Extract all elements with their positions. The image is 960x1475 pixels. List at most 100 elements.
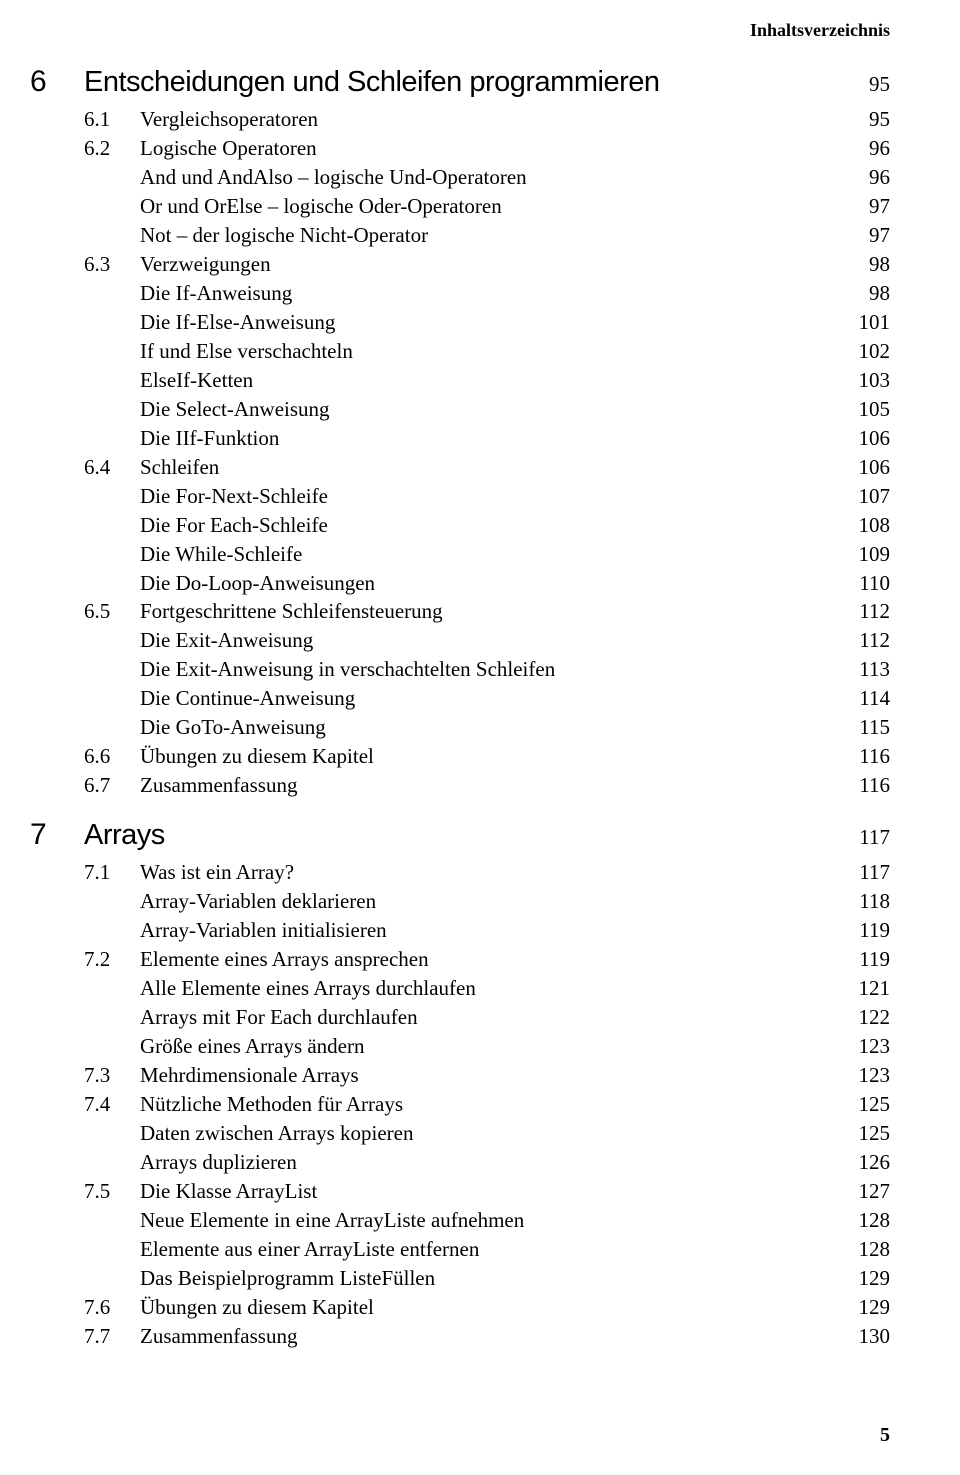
entry-text: If und Else verschachteln <box>140 337 353 366</box>
entry-text: Die Klasse ArrayList <box>140 1177 317 1206</box>
section-number: 6.1 <box>30 105 140 134</box>
subsection-row: Array-Variablen initialisieren 119 <box>30 916 890 945</box>
section-row: 7.7Zusammenfassung 130 <box>30 1322 890 1351</box>
entry-page: 128 <box>830 1235 890 1264</box>
section-row: 7.3Mehrdimensionale Arrays123 <box>30 1061 890 1090</box>
entry-page: 119 <box>830 916 890 945</box>
entry-text: Neue Elemente in eine ArrayListe aufnehm… <box>140 1206 524 1235</box>
entry-text: Die For Each-Schleife <box>140 511 328 540</box>
entry-page: 103 <box>830 366 890 395</box>
subsection-row: Die If-Else-Anweisung 101 <box>30 308 890 337</box>
entry-text: Die Select-Anweisung <box>140 395 330 424</box>
section-number: 7.7 <box>30 1322 140 1351</box>
section-row: 7.2Elemente eines Arrays ansprechen 119 <box>30 945 890 974</box>
subsection-row: And und AndAlso – logische Und-Operatore… <box>30 163 890 192</box>
section-row: 7.1Was ist ein Array?117 <box>30 858 890 887</box>
subsection-row: Die Continue-Anweisung 114 <box>30 684 890 713</box>
entry-text: Die Do-Loop-Anweisungen <box>140 569 375 598</box>
section-number: 7.2 <box>30 945 140 974</box>
entry-text: Übungen zu diesem Kapitel <box>140 742 374 771</box>
section-number: 7.1 <box>30 858 140 887</box>
entry-page: 114 <box>830 684 890 713</box>
entry-page: 98 <box>830 250 890 279</box>
section-row: 6.6Übungen zu diesem Kapitel116 <box>30 742 890 771</box>
section-row: 6.3Verzweigungen 98 <box>30 250 890 279</box>
subsection-row: Die Exit-Anweisung in verschachtelten Sc… <box>30 655 890 684</box>
entry-text: Array-Variablen deklarieren <box>140 887 376 916</box>
entry-text: Zusammenfassung <box>140 1322 297 1351</box>
entry-page: 101 <box>830 308 890 337</box>
entry-text: Größe eines Arrays ändern <box>140 1032 365 1061</box>
entry-page: 129 <box>830 1264 890 1293</box>
entry-page: 97 <box>830 221 890 250</box>
entry-page: 96 <box>830 163 890 192</box>
entry-page: 123 <box>830 1061 890 1090</box>
entry-page: 110 <box>830 569 890 598</box>
entry-text: Not – der logische Nicht-Operator <box>140 221 428 250</box>
entry-page: 130 <box>830 1322 890 1351</box>
entry-text: Die If-Else-Anweisung <box>140 308 335 337</box>
entry-page: 116 <box>830 771 890 800</box>
subsection-row: ElseIf-Ketten103 <box>30 366 890 395</box>
entry-text: Die Exit-Anweisung in verschachtelten Sc… <box>140 655 555 684</box>
entry-text: Elemente eines Arrays ansprechen <box>140 945 429 974</box>
toc-body: 6Entscheidungen und Schleifen programmie… <box>30 65 890 1351</box>
section-number: 6.2 <box>30 134 140 163</box>
entry-page: 106 <box>830 453 890 482</box>
subsection-row: Elemente aus einer ArrayListe entfernen1… <box>30 1235 890 1264</box>
section-number: 7.3 <box>30 1061 140 1090</box>
entry-text: Arrays duplizieren <box>140 1148 297 1177</box>
entry-page: 116 <box>830 742 890 771</box>
entry-page: 102 <box>830 337 890 366</box>
subsection-row: If und Else verschachteln 102 <box>30 337 890 366</box>
entry-text: Die GoTo-Anweisung <box>140 713 326 742</box>
entry-text: Die Continue-Anweisung <box>140 684 355 713</box>
subsection-row: Die IIf-Funktion106 <box>30 424 890 453</box>
entry-page: 106 <box>830 424 890 453</box>
entry-text: Die Exit-Anweisung <box>140 626 313 655</box>
subsection-row: Arrays mit For Each durchlaufen122 <box>30 1003 890 1032</box>
entry-text: Array-Variablen initialisieren <box>140 916 387 945</box>
entry-page: 109 <box>830 540 890 569</box>
entry-text: Schleifen <box>140 453 219 482</box>
section-number: 6.3 <box>30 250 140 279</box>
subsection-row: Die If-Anweisung98 <box>30 279 890 308</box>
entry-text: Nützliche Methoden für Arrays <box>140 1090 403 1119</box>
entry-page: 119 <box>830 945 890 974</box>
section-number: 6.4 <box>30 453 140 482</box>
chapter-row: 6Entscheidungen und Schleifen programmie… <box>30 65 890 99</box>
entry-text: Logische Operatoren <box>140 134 317 163</box>
entry-page: 95 <box>830 105 890 134</box>
section-row: 6.7Zusammenfassung116 <box>30 771 890 800</box>
section-row: 7.4Nützliche Methoden für Arrays 125 <box>30 1090 890 1119</box>
entry-page: 98 <box>830 279 890 308</box>
subsection-row: Größe eines Arrays ändern123 <box>30 1032 890 1061</box>
entry-text: Verzweigungen <box>140 250 271 279</box>
subsection-row: Die GoTo-Anweisung115 <box>30 713 890 742</box>
entry-page: 126 <box>830 1148 890 1177</box>
entry-page: 96 <box>830 134 890 163</box>
subsection-row: Alle Elemente eines Arrays durchlaufen12… <box>30 974 890 1003</box>
section-number: 7.4 <box>30 1090 140 1119</box>
entry-text: Die While-Schleife <box>140 540 302 569</box>
entry-page: 125 <box>830 1090 890 1119</box>
entry-page: 112 <box>830 597 890 626</box>
entry-page: 118 <box>830 887 890 916</box>
chapter-title: Arrays <box>84 819 165 852</box>
subsection-row: Not – der logische Nicht-Operator 97 <box>30 221 890 250</box>
entry-page: 128 <box>830 1206 890 1235</box>
running-head: Inhaltsverzeichnis <box>30 20 890 41</box>
section-row: 6.1Vergleichsoperatoren 95 <box>30 105 890 134</box>
section-row: 6.4Schleifen 106 <box>30 453 890 482</box>
subsection-row: Das Beispielprogramm ListeFüllen 129 <box>30 1264 890 1293</box>
section-row: 6.5Fortgeschrittene Schleifensteuerung11… <box>30 597 890 626</box>
subsection-row: Or und OrElse – logische Oder-Operatoren… <box>30 192 890 221</box>
entry-page: 125 <box>830 1119 890 1148</box>
entry-text: Vergleichsoperatoren <box>140 105 318 134</box>
entry-page: 122 <box>830 1003 890 1032</box>
subsection-row: Die For-Next-Schleife107 <box>30 482 890 511</box>
entry-page: 127 <box>830 1177 890 1206</box>
entry-text: Das Beispielprogramm ListeFüllen <box>140 1264 435 1293</box>
entry-text: Alle Elemente eines Arrays durchlaufen <box>140 974 476 1003</box>
chapter-title: Entscheidungen und Schleifen programmier… <box>84 66 659 99</box>
